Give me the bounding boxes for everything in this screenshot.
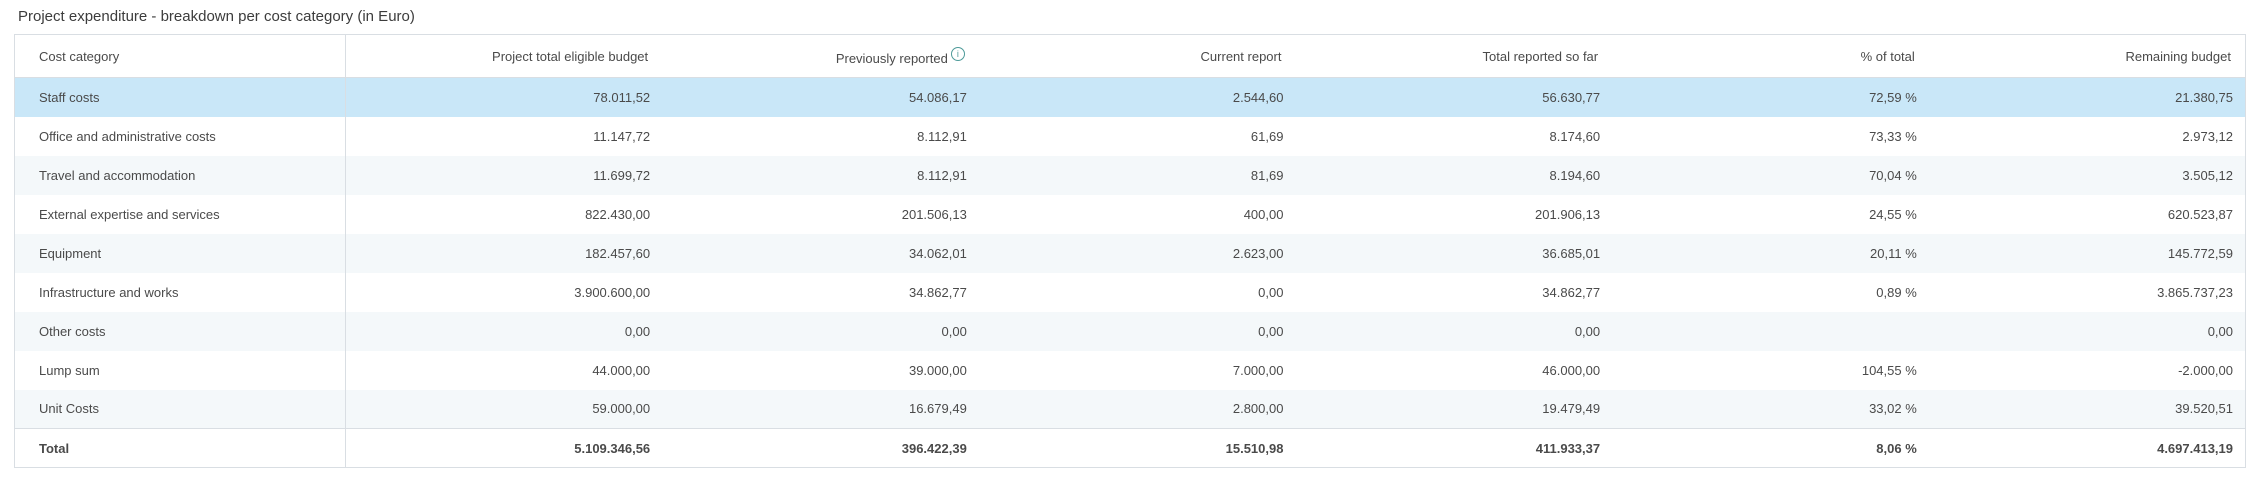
column-header-previously-reported: Previously reported i [662, 34, 979, 78]
cell-project-total-eligible-budget: 0,00 [345, 311, 663, 351]
cell-project-total-eligible-budget: 11.699,72 [345, 155, 663, 195]
total-row: Total 5.109.346,56 396.422,39 15.510,98 … [14, 428, 2246, 468]
cell-percent-of-total: 72,59 % [1612, 77, 1929, 117]
info-icon[interactable]: i [950, 46, 965, 61]
cell-previously-reported: 16.679,49 [662, 389, 979, 429]
cell-percent-of-total: 33,02 % [1612, 389, 1929, 429]
cell-project-total-eligible-budget: 822.430,00 [585, 206, 651, 222]
table-row: Infrastructure and works 3.900.600,00 34.8… [14, 272, 2246, 312]
cell-current-report: 2.800,00 [978, 389, 1296, 429]
total-cell-current-report: 15.510,98 [978, 428, 1296, 468]
column-header-cost-category: Cost category [14, 34, 346, 78]
total-cell-project-total-eligible-budget: 5.109.346,56 [345, 428, 663, 468]
cell-previously-reported: 54.086,17 [662, 77, 979, 117]
cell-cost-category: External expertise and services [14, 194, 346, 234]
table-row: Travel and accommodation 11.699,72 8.112,9… [14, 155, 2246, 195]
cell-current-report: 0,00 [978, 311, 1296, 351]
table-row: Office and administrative costs 11.147,72… [14, 116, 2246, 156]
cell-previously-reported: 34.862,77 [908, 284, 967, 300]
table-row: Other costs 0,00 0,00 0,00 0,00 0,00 [14, 311, 2246, 351]
cell-total-reported-so-far: 0,00 [1295, 311, 1613, 351]
total-cell-previously-reported: 396.422,39 [662, 428, 979, 468]
total-cell-total-reported-so-far: 411.933,37 [1295, 428, 1613, 468]
cell-percent-of-total: 70,04 % [1612, 155, 1929, 195]
cell-current-report: 2.544,60 [978, 77, 1296, 117]
header-row: Cost category Project total eligible bud… [14, 34, 2246, 78]
cell-remaining-budget: 3.865.737,23 [2157, 284, 2233, 300]
cell-total-reported-so-far: 46.000,00 [1542, 362, 1601, 378]
cell-project-total-eligible-budget: 182.457,60 [345, 233, 663, 273]
total-cell-percent-of-total: 8,06 % [1612, 428, 1929, 468]
cell-cost-category: Unit Costs [14, 389, 346, 429]
cell-percent-of-total: 0,89 % [1876, 284, 1917, 300]
cell-percent-of-total: 24,55 % [1869, 206, 1917, 222]
column-header-percent-of-total: % of total [1612, 34, 1929, 78]
cell-total-reported-so-far: 34.862,77 [1542, 284, 1601, 300]
column-header-remaining-budget: Remaining budget [1928, 34, 2246, 78]
page-title: Project expenditure - breakdown per cost… [18, 8, 415, 25]
expenditure-table: Cost category Project total eligible bud… [14, 34, 2246, 468]
cell-total-reported-so-far: 19.479,49 [1295, 389, 1613, 429]
column-header-project-total-eligible-budget: Project total eligible budget [345, 34, 663, 78]
table-row: Equipment 182.457,60 34.062,01 2.623,00 36.6… [14, 233, 2246, 273]
cell-current-report: 400,00 [1243, 206, 1284, 222]
cell-total-reported-so-far: 8.174,60 [1549, 128, 1601, 144]
cell-total-reported-so-far: 36.685,01 [1295, 233, 1613, 273]
cell-total-reported-so-far: 201.906,13 [1535, 206, 1601, 222]
cell-remaining-budget: 0,00 [1928, 311, 2246, 351]
table-row: Lump sum 44.000,00 39.000,00 7.000,00 46.000… [14, 350, 2246, 390]
cell-current-report: 61,69 [1250, 128, 1284, 144]
cell-previously-reported: 8.112,91 [662, 155, 979, 195]
cell-remaining-budget: 21.380,75 [1928, 77, 2246, 117]
cell-current-report: 2.623,00 [978, 233, 1296, 273]
cell-percent-of-total: 104,55 % [1861, 362, 1917, 378]
total-row-label: Total [14, 428, 346, 468]
cell-previously-reported: 8.112,91 [917, 128, 967, 144]
cell-current-report: 0,00 [1258, 284, 1284, 300]
cell-project-total-eligible-budget: 3.900.600,00 [574, 284, 651, 300]
cell-project-total-eligible-budget: 11.147,72 [593, 128, 651, 144]
cell-previously-reported: 201.506,13 [901, 206, 967, 222]
cell-remaining-budget: 2.973,12 [2182, 128, 2233, 144]
cell-cost-category: Travel and accommodation [14, 155, 346, 195]
table-row: Unit Costs 59.000,00 16.679,49 2.800,00 19.4… [14, 389, 2246, 429]
cell-project-total-eligible-budget: 78.011,52 [345, 77, 663, 117]
cell-remaining-budget: 145.772,59 [1928, 233, 2246, 273]
cell-percent-of-total [1612, 311, 1929, 351]
table-row: External expertise and services 822.430,0… [14, 194, 2246, 234]
column-header-previously-reported-label: Previously reported [835, 50, 948, 66]
cell-remaining-budget: -2.000,00 [2178, 362, 2233, 378]
cell-cost-category: Infrastructure and works [14, 272, 346, 312]
total-cell-remaining-budget: 4.697.413,19 [1928, 428, 2246, 468]
cell-project-total-eligible-budget: 59.000,00 [345, 389, 663, 429]
cell-total-reported-so-far: 56.630,77 [1295, 77, 1613, 117]
table-row: Staff costs 78.011,52 54.086,17 2.544,60 56.… [14, 77, 2246, 117]
cell-cost-category: Other costs [14, 311, 346, 351]
cell-percent-of-total: 20,11 % [1612, 233, 1929, 273]
cell-cost-category: Equipment [14, 233, 346, 273]
cell-remaining-budget: 3.505,12 [1928, 155, 2246, 195]
cell-cost-category: Office and administrative costs [14, 116, 346, 156]
cell-previously-reported: 34.062,01 [662, 233, 979, 273]
cell-total-reported-so-far: 8.194,60 [1295, 155, 1613, 195]
column-header-current-report: Current report [978, 34, 1296, 78]
cell-remaining-budget: 39.520,51 [1928, 389, 2246, 429]
cell-previously-reported: 0,00 [662, 311, 979, 351]
cell-current-report: 7.000,00 [1232, 362, 1284, 378]
column-header-total-reported-so-far: Total reported so far [1295, 34, 1613, 78]
cell-cost-category: Lump sum [14, 350, 346, 390]
cell-cost-category: Staff costs [14, 77, 346, 117]
cell-remaining-budget: 620.523,87 [2167, 206, 2233, 222]
page: Project expenditure - breakdown per cost… [14, 8, 2246, 468]
cell-previously-reported: 39.000,00 [908, 362, 967, 378]
cell-current-report: 81,69 [978, 155, 1296, 195]
cell-percent-of-total: 73,33 % [1869, 128, 1917, 144]
cell-project-total-eligible-budget: 44.000,00 [592, 362, 651, 378]
